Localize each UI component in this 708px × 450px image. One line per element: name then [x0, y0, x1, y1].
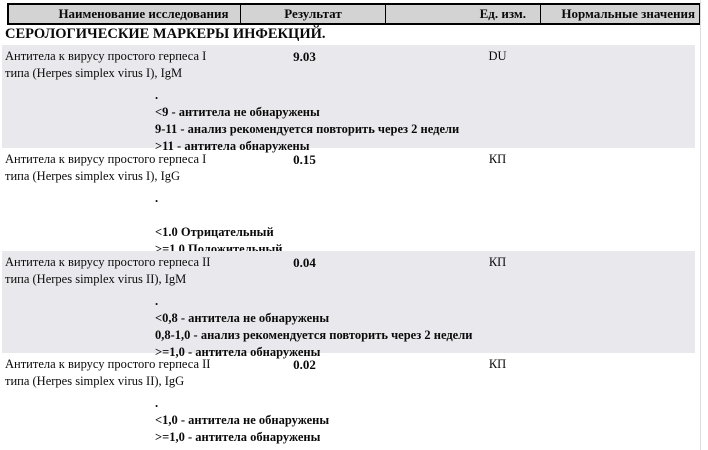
test-name-line1: Антитела к вирусу простого герпеса I [5, 49, 207, 63]
test-name: Антитела к вирусу простого герпеса II ти… [5, 251, 695, 288]
reference-comments: . <0,8 - антитела не обнаружены 0,8-1,0 … [155, 293, 695, 361]
reference-comments: . <1,0 - антитела не обнаружены >=1,0 - … [155, 395, 695, 446]
comment-line: <9 - антитела не обнаружены [155, 105, 320, 119]
column-header-unit: Ед. изм. [385, 5, 540, 23]
test-name-line1: Антитела к вирусу простого герпеса II [5, 255, 211, 269]
column-header-study-name: Наименование исследования [58, 6, 229, 21]
result-row-hsv1-igg: Антитела к вирусу простого герпеса I тип… [2, 148, 695, 256]
test-unit: КП [488, 357, 507, 371]
test-unit: КП [488, 255, 507, 269]
comment-dot: . [155, 396, 159, 410]
comment-line: >=1,0 - антитела обнаружены [155, 430, 321, 444]
comment-line: <1,0 - антитела не обнаружены [155, 413, 330, 427]
test-name-line2: типа (Herpes simplex virus I), IgG [5, 169, 181, 183]
test-name: Антитела к вирусу простого герпеса I тип… [5, 148, 695, 185]
test-name-line1: Антитела к вирусу простого герпеса I [5, 152, 207, 166]
test-name-line2: типа (Herpes simplex virus II), IgG [5, 374, 185, 388]
test-result-value: 0.15 [293, 152, 316, 167]
result-row-hsv1-igm: Антитела к вирусу простого герпеса I тип… [2, 45, 695, 153]
comment-dot: . [155, 191, 159, 205]
test-name: Антитела к вирусу простого герпеса II ти… [5, 353, 695, 390]
test-name: Антитела к вирусу простого герпеса I тип… [5, 45, 695, 82]
test-name-line2: типа (Herpes simplex virus I), IgM [5, 66, 183, 80]
result-row-hsv2-igg: Антитела к вирусу простого герпеса II ти… [2, 353, 695, 450]
comment-line: <0,8 - антитела не обнаружены [155, 311, 330, 325]
comment-dot: . [155, 294, 159, 308]
comment-blank-line [155, 207, 695, 224]
comment-line: 0,8-1,0 - анализ рекомендуется повторить… [155, 328, 473, 342]
test-result-value: 0.04 [293, 255, 316, 270]
test-name-line2: типа (Herpes simplex virus II), IgM [5, 272, 187, 286]
test-result-value: 0.02 [293, 357, 316, 372]
test-result-value: 9.03 [293, 49, 316, 64]
page-edge-line [700, 0, 701, 450]
column-header-result: Результат [240, 5, 385, 23]
reference-comments: . <1.0 Отрицательный >=1.0 Положительный [155, 190, 695, 258]
comment-dot: . [155, 88, 159, 102]
result-row-hsv2-igm: Антитела к вирусу простого герпеса II ти… [2, 251, 695, 359]
table-header: Наименование исследования Результат Ед. … [7, 3, 701, 25]
test-unit: КП [488, 152, 507, 166]
test-unit: DU [488, 49, 507, 63]
comment-line: <1.0 Отрицательный [155, 225, 274, 239]
section-title: СЕРОЛОГИЧЕСКИЕ МАРКЕРЫ ИНФЕКЦИЙ. [5, 26, 326, 42]
reference-comments: . <9 - антитела не обнаружены 9-11 - ана… [155, 87, 695, 155]
test-name-line1: Антитела к вирусу простого герпеса II [5, 357, 211, 371]
column-header-normal-values: Нормальные значения [540, 5, 699, 23]
comment-line: >11 - антитела обнаружены [155, 139, 310, 153]
comment-line: >=1,0 - антитела обнаружены [155, 345, 321, 359]
comment-line: 9-11 - анализ рекомендуется повторить че… [155, 122, 460, 136]
